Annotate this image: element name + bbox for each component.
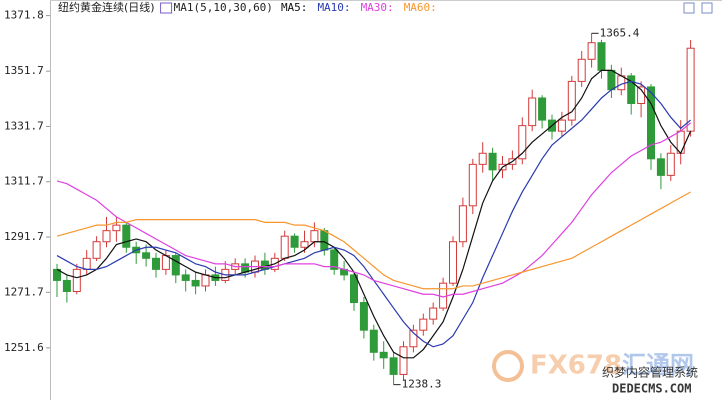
candle-body: [201, 274, 210, 287]
candle-body: [310, 230, 319, 243]
candle-body: [587, 42, 596, 60]
candle-body: [627, 75, 636, 105]
candle-body: [82, 257, 91, 270]
low-label: 1238.3: [402, 378, 442, 391]
candle-body: [439, 282, 448, 309]
candle-body: [567, 80, 576, 121]
candle-body: [142, 252, 151, 259]
candle-body: [409, 329, 418, 348]
candle-body: [369, 329, 378, 353]
candle-body: [478, 152, 487, 165]
indicator-label: MA1(5,10,30,60): [174, 1, 273, 14]
y-tick-label: 1331.7: [4, 119, 44, 132]
legend-icon: [160, 2, 173, 14]
legend-entry: MA10:: [317, 1, 350, 14]
candle-body: [468, 163, 477, 207]
candle-body: [389, 357, 398, 375]
candle-body: [518, 125, 527, 160]
legend-entry: MA30:: [361, 1, 394, 14]
candle-body: [419, 318, 428, 331]
candle-body: [488, 152, 497, 171]
watermark-brand: FX678: [530, 351, 622, 381]
ma-line: [56, 122, 691, 298]
y-tick-label: 1291.7: [4, 230, 44, 243]
candle-body: [102, 230, 111, 243]
candle-body: [399, 346, 408, 375]
candle-body: [350, 274, 358, 304]
candle-body: [597, 42, 606, 71]
icon-settings[interactable]: [683, 2, 695, 14]
high-label: 1365.4: [600, 26, 640, 39]
candle-body: [161, 255, 170, 270]
candle-body: [557, 119, 566, 132]
candle-body: [577, 58, 586, 82]
candle-body: [647, 86, 655, 160]
window-icons[interactable]: [683, 2, 713, 14]
y-tick-label: 1351.7: [4, 64, 44, 77]
y-tick-label: 1271.7: [4, 285, 44, 298]
watermark-text: DEDECMS.COM: [612, 382, 691, 396]
watermark-text: 织梦内容管理系统: [602, 365, 698, 380]
legend-entry: MA60:: [404, 1, 437, 14]
y-tick-label: 1251.6: [4, 341, 44, 354]
candle-body: [617, 75, 626, 91]
candle-body: [449, 241, 457, 284]
candle-body: [300, 241, 309, 248]
candle-body: [607, 69, 616, 91]
candle-body: [112, 224, 121, 232]
ma-line: [56, 69, 692, 359]
watermark-site: 汇通网: [622, 351, 694, 379]
icon-close[interactable]: [701, 2, 713, 14]
candle-body: [122, 224, 131, 248]
candle-body: [62, 279, 71, 292]
chart-title: 纽约黄金连续(日线): [58, 0, 155, 14]
ma-line: [56, 191, 691, 290]
candle-body: [72, 268, 81, 292]
y-tick-label: 1371.8: [4, 9, 44, 22]
candle-body: [686, 47, 695, 132]
candle-body: [181, 274, 190, 281]
candle-body: [379, 351, 388, 359]
candle-body: [171, 255, 180, 276]
candle-body: [528, 97, 537, 127]
watermark: FX678 汇通网 织梦内容管理系统 DEDECMS.COM: [492, 350, 698, 396]
candle-body: [429, 307, 438, 320]
candle-body: [152, 257, 160, 270]
candle-body: [666, 152, 675, 176]
legend-entry: MA5:: [281, 1, 308, 14]
candle-body: [290, 235, 299, 248]
candle-body: [92, 241, 101, 259]
candle-body: [359, 302, 368, 331]
candle-body: [191, 279, 200, 287]
candle-body: [320, 230, 329, 251]
candle-body: [538, 97, 547, 121]
candle-body: [330, 249, 339, 270]
candle-body: [458, 205, 467, 243]
watermark-logo: [492, 350, 524, 382]
candle-body: [280, 235, 289, 259]
y-tick-label: 1311.7: [4, 175, 44, 188]
candle-body: [656, 158, 665, 176]
